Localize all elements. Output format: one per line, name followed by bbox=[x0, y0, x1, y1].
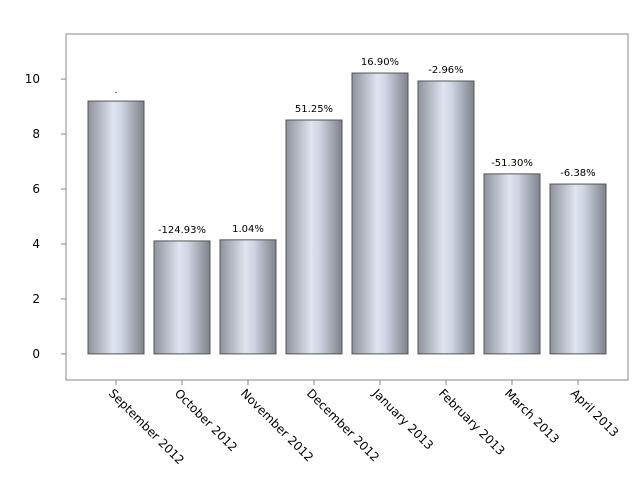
bar-annotation: 16.90% bbox=[361, 57, 399, 68]
bar bbox=[483, 173, 541, 355]
bar bbox=[417, 80, 475, 355]
x-tick-label: January 2013 bbox=[369, 386, 436, 453]
bar-annotation: -51.30% bbox=[491, 158, 533, 169]
bar bbox=[549, 183, 607, 355]
y-tick-label: 8 bbox=[32, 127, 40, 141]
bar bbox=[351, 72, 409, 355]
x-tick-label: October 2012 bbox=[172, 386, 240, 454]
y-tick-label: 6 bbox=[32, 182, 40, 196]
bar bbox=[153, 240, 211, 355]
y-tick-label: 10 bbox=[25, 72, 40, 86]
plot-frame bbox=[65, 33, 629, 381]
x-tick-label: November 2012 bbox=[238, 386, 316, 464]
bar-annotation: -124.93% bbox=[158, 225, 206, 236]
bar-annotation: . bbox=[114, 85, 117, 96]
x-tick-label: March 2013 bbox=[502, 386, 562, 446]
y-tick-label: 0 bbox=[32, 347, 40, 361]
bar-annotation: 51.25% bbox=[295, 104, 333, 115]
bar-annotation: -2.96% bbox=[428, 65, 463, 76]
bar bbox=[87, 100, 145, 355]
y-tick-label: 4 bbox=[32, 237, 40, 251]
bar-annotation: 1.04% bbox=[232, 224, 264, 235]
y-tick-label: 2 bbox=[32, 292, 40, 306]
x-tick-label: April 2013 bbox=[568, 386, 622, 440]
x-tick-label: February 2013 bbox=[436, 386, 508, 458]
bar bbox=[219, 239, 277, 355]
bar-annotation: -6.38% bbox=[560, 168, 595, 179]
bar bbox=[285, 119, 343, 355]
